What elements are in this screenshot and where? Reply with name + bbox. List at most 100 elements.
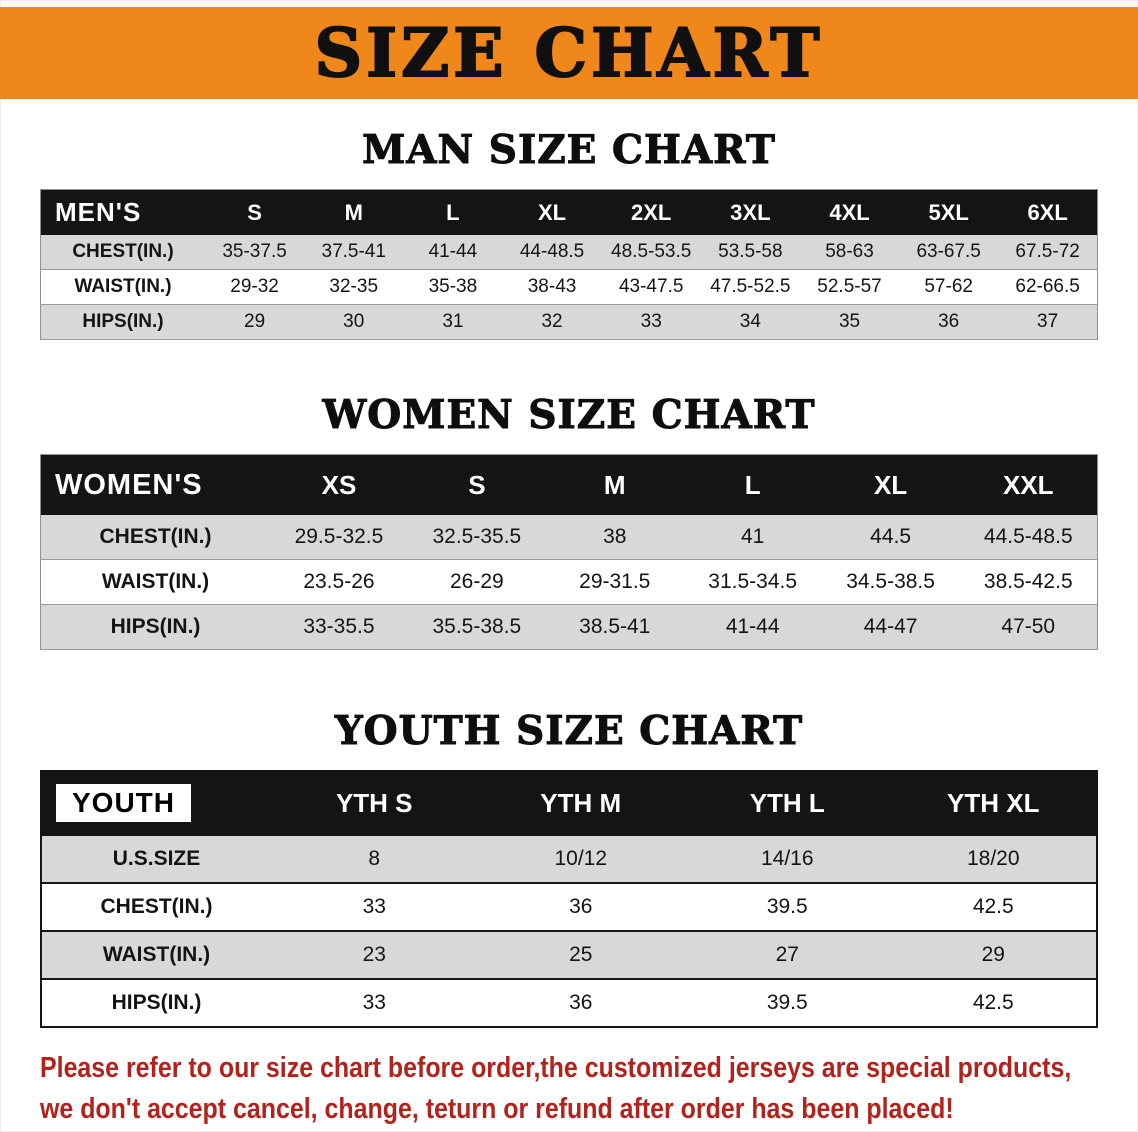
- size-column-header: L: [403, 189, 503, 235]
- size-value: 25: [569, 943, 593, 966]
- size-value: 34: [739, 311, 761, 332]
- size-value: 44-48.5: [519, 241, 585, 262]
- size-column-header: YTH S: [271, 771, 478, 835]
- size-value: 35-37.5: [222, 241, 287, 262]
- size-value: 47-50: [1001, 615, 1056, 638]
- size-column-header: 2XL: [601, 189, 701, 235]
- row-label: WAIST(IN.): [102, 943, 211, 966]
- disclaimer-line-2: we don't accept cancel, change, teturn o…: [40, 1093, 954, 1125]
- size-value: 47.5-52.5: [710, 276, 791, 297]
- size-value: 33: [640, 311, 662, 332]
- size-column-header: 3XL: [700, 189, 800, 235]
- size-value: 41-44: [428, 241, 478, 262]
- size-column-header: 6XL: [998, 189, 1098, 235]
- size-value: 63-67.5: [916, 241, 981, 262]
- size-column-header: S: [205, 189, 305, 235]
- size-value: 44.5: [870, 525, 912, 548]
- size-value: 44-47: [863, 615, 918, 638]
- women-section-heading: WOMEN SIZE CHART: [322, 392, 816, 439]
- youth-size-table: YOUTH YTH S YTH M YTH L YTH XL U.S.SIZE 8 10/12…: [40, 770, 1098, 1028]
- row-label: U.S.SIZE: [112, 847, 201, 870]
- youth-size-chart-section: YOUTH SIZE CHART YOUTH YTH S YTH M YTH L YTH…: [0, 708, 1138, 1028]
- size-value: 33: [362, 991, 386, 1014]
- size-column-header: M: [304, 189, 404, 235]
- size-value: 42.5: [972, 991, 1014, 1014]
- table-header-row: MEN'S S M L XL 2XL 3XL 4XL 5XL 6XL: [40, 189, 1098, 235]
- size-value: 37.5-41: [321, 241, 386, 262]
- row-label: HIPS(IN.): [110, 615, 201, 638]
- size-value: 32.5-35.5: [432, 525, 522, 548]
- row-label: WAIST(IN.): [74, 276, 172, 297]
- size-column-header: YTH XL: [890, 771, 1097, 835]
- man-section-heading: MAN SIZE CHART: [362, 127, 776, 174]
- size-value: 14/16: [760, 847, 814, 870]
- size-value: 18/20: [966, 847, 1020, 870]
- table-row: CHEST(IN.) 33 36 39.5 42.5: [41, 883, 1097, 931]
- size-value: 52.5-57: [817, 276, 882, 297]
- size-value: 43-47.5: [618, 276, 684, 297]
- size-value: 38-43: [527, 276, 577, 297]
- row-label: CHEST(IN.): [100, 895, 213, 918]
- disclaimer-line-1: Please refer to our size chart before or…: [40, 1052, 1072, 1084]
- size-value: 31: [442, 311, 464, 332]
- row-label: HIPS(IN.): [82, 311, 164, 332]
- size-value: 30: [343, 311, 365, 332]
- table-row: CHEST(IN.) 35-37.5 37.5-41 41-44 44-48.5 48.5…: [40, 235, 1098, 270]
- size-value: 27: [775, 943, 799, 966]
- size-value: 10/12: [554, 847, 608, 870]
- size-value: 38.5-41: [579, 615, 651, 638]
- size-value: 67.5-72: [1015, 241, 1080, 262]
- size-value: 23: [362, 943, 386, 966]
- size-column-header: L: [683, 454, 822, 515]
- table-title: WOMEN'S: [55, 468, 203, 501]
- table-row: HIPS(IN.) 33 36 39.5 42.5: [41, 979, 1097, 1027]
- size-value: 32: [541, 311, 563, 332]
- size-value: 29: [244, 311, 266, 332]
- table-row: WAIST(IN.) 23.5-26 26-29 29-31.5 31.5-34.5 34…: [40, 559, 1098, 605]
- table-row: WAIST(IN.) 23 25 27 29: [41, 931, 1097, 979]
- size-value: 36: [569, 991, 593, 1014]
- size-value: 34.5-38.5: [846, 570, 935, 593]
- size-value: 62-66.5: [1015, 276, 1080, 297]
- size-value: 37: [1037, 311, 1059, 332]
- size-value: 32-35: [329, 276, 379, 297]
- row-label: HIPS(IN.): [111, 991, 202, 1014]
- size-column-header: S: [407, 454, 546, 515]
- women-size-table: WOMEN'S XS S M L XL XXL CHEST(IN.) 29.5-32.5 32.5…: [40, 454, 1098, 650]
- table-title: MEN'S: [55, 197, 142, 227]
- size-value: 23.5-26: [303, 570, 375, 593]
- size-value: 42.5: [972, 895, 1014, 918]
- size-chart-banner: SIZE CHART: [0, 7, 1138, 99]
- size-value: 26-29: [450, 570, 504, 593]
- row-label: CHEST(IN.): [99, 525, 212, 548]
- table-row: CHEST(IN.) 29.5-32.5 32.5-35.5 38 41 44.5 44.5…: [40, 515, 1098, 560]
- table-title-cell: MEN'S: [40, 189, 205, 235]
- size-column-header: 5XL: [899, 189, 999, 235]
- table-row: WAIST(IN.) 29-32 32-35 35-38 38-43 43-47.5 47.…: [40, 269, 1098, 305]
- table-title: YOUTH: [56, 784, 191, 822]
- size-value: 53.5-58: [718, 241, 783, 262]
- page-title: SIZE CHART: [314, 13, 824, 93]
- size-column-header: 4XL: [799, 189, 900, 235]
- size-value: 8: [368, 847, 381, 870]
- size-value: 29-31.5: [579, 570, 651, 593]
- size-column-header: YTH M: [477, 771, 684, 835]
- size-column-header: XS: [270, 454, 408, 515]
- size-column-header: YTH L: [684, 771, 891, 835]
- size-value: 35: [838, 311, 861, 332]
- size-value: 38.5-42.5: [983, 570, 1073, 593]
- size-column-header: M: [545, 454, 684, 515]
- table-header-row: YOUTH YTH S YTH M YTH L YTH XL: [41, 771, 1097, 835]
- man-size-chart-section: MAN SIZE CHART MEN'S S M L XL 2XL 3XL 4XL 5XL 6XL…: [0, 127, 1138, 340]
- row-label: WAIST(IN.): [101, 570, 210, 593]
- table-title-cell: WOMEN'S: [40, 454, 270, 515]
- size-column-header: XL: [502, 189, 602, 235]
- size-value: 38: [603, 525, 627, 548]
- size-column-header: XL: [821, 454, 960, 515]
- size-value: 33: [362, 895, 386, 918]
- size-value: 57-62: [924, 276, 973, 297]
- size-value: 33-35.5: [303, 615, 375, 638]
- size-value: 41: [740, 525, 765, 548]
- women-size-chart-section: WOMEN SIZE CHART WOMEN'S XS S M L XL XXL CHEST(…: [0, 392, 1138, 650]
